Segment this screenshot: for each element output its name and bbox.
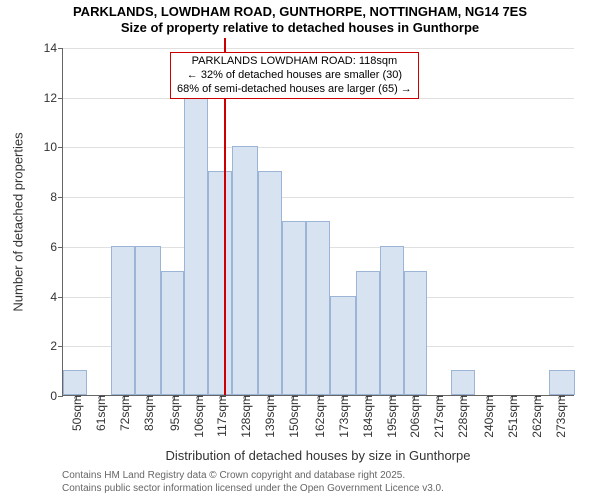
xtick-label: 95sqm [166,395,182,431]
ytick-label: 0 [50,389,63,403]
ytick-label: 6 [50,240,63,254]
chart-title-line1: PARKLANDS, LOWDHAM ROAD, GUNTHORPE, NOTT… [0,4,600,20]
annotation-line-1: ← 32% of detached houses are smaller (30… [177,69,412,83]
attribution-line2: Contains public sector information licen… [62,483,444,496]
chart-title-line2: Size of property relative to detached ho… [0,20,600,36]
ytick-label: 2 [50,339,63,353]
ytick-label: 8 [50,190,63,204]
xtick-label: 150sqm [285,395,301,438]
xtick-label: 50sqm [68,395,84,431]
gridline [63,197,574,198]
xtick-label: 162sqm [311,395,327,438]
ytick-label: 12 [44,91,63,105]
xtick-label: 184sqm [359,395,375,438]
xtick-label: 195sqm [383,395,399,438]
histogram-bar [451,370,475,395]
histogram-bar [258,171,282,395]
xtick-label: 61sqm [92,395,108,431]
xtick-label: 128sqm [237,395,253,438]
xtick-label: 173sqm [335,395,351,438]
marker-annotation-box: PARKLANDS LOWDHAM ROAD: 118sqm← 32% of d… [170,52,419,99]
ytick-label: 4 [50,290,63,304]
xtick-label: 251sqm [504,395,520,438]
histogram-bar [111,246,135,395]
histogram-bar [330,296,356,395]
annotation-line-2: 68% of semi-detached houses are larger (… [177,83,412,97]
histogram-bar [135,246,161,395]
chart-titles: PARKLANDS, LOWDHAM ROAD, GUNTHORPE, NOTT… [0,0,600,37]
histogram-bar [404,271,428,395]
xtick-label: 117sqm [213,395,229,437]
xtick-label: 262sqm [528,395,544,438]
xtick-label: 217sqm [430,395,446,438]
plot-area: 0246810121450sqm61sqm72sqm83sqm95sqm106s… [62,48,574,396]
annotation-line-0: PARKLANDS LOWDHAM ROAD: 118sqm [177,55,412,69]
histogram-bar [184,97,208,395]
histogram-bar [380,246,404,395]
xtick-label: 273sqm [552,395,568,438]
gridline [63,147,574,148]
xtick-label: 106sqm [190,395,206,438]
property-size-histogram: PARKLANDS, LOWDHAM ROAD, GUNTHORPE, NOTT… [0,0,600,500]
histogram-bar [549,370,575,395]
xtick-label: 139sqm [261,395,277,438]
ytick-label: 14 [44,41,63,55]
xtick-label: 228sqm [454,395,470,438]
histogram-bar [232,146,258,395]
attribution-text: Contains HM Land Registry data © Crown c… [62,470,444,495]
xtick-label: 72sqm [116,395,132,431]
ytick-label: 10 [44,140,63,154]
xtick-label: 240sqm [480,395,496,438]
histogram-bar [306,221,330,395]
x-axis-label: Distribution of detached houses by size … [166,448,471,463]
histogram-bar [208,171,232,395]
attribution-line1: Contains HM Land Registry data © Crown c… [62,470,444,483]
gridline [63,48,574,49]
histogram-bar [282,221,306,395]
xtick-label: 206sqm [406,395,422,438]
histogram-bar [63,370,87,395]
histogram-bar [161,271,185,395]
histogram-bar [356,271,380,395]
xtick-label: 83sqm [140,395,156,431]
y-axis-label: Number of detached properties [11,132,26,311]
